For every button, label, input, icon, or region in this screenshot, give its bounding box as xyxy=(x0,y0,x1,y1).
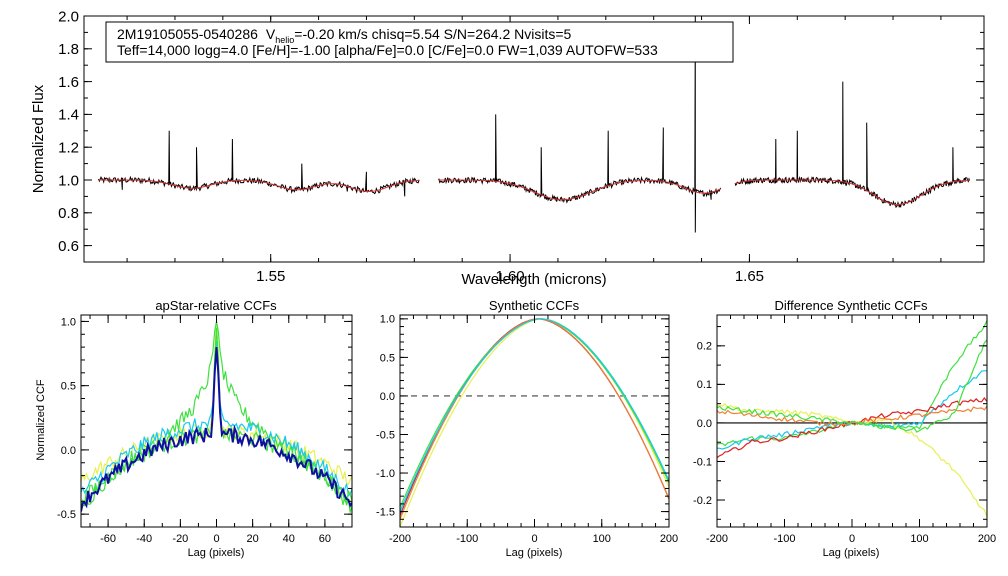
synthetic-ccf-title: Synthetic CCFs xyxy=(489,298,580,313)
synthetic-ccf-xtick-label: 200 xyxy=(660,533,678,545)
spectrum-ylabel: Normalized Flux xyxy=(30,84,47,193)
synthetic-ccf-ytick-label: 1.0 xyxy=(380,314,395,326)
apstar-ccf-xtick-label: 20 xyxy=(247,533,259,545)
difference-ccf-marks xyxy=(717,320,987,518)
synthetic-ccf-line-visit-1 xyxy=(400,318,669,516)
spectrum-ytick-label: 0.6 xyxy=(58,238,79,255)
synthetic-ccf-ticks: -200 -100 0 100 200 -1.5 -1.0 -0.5 0.0 0.5 1.0 xyxy=(376,314,678,545)
difference-ccf-ticks: -200 -100 0 100 200 -0.2 -0.1 0.0 0.1 0.2 xyxy=(693,315,996,545)
velocity-symbol: V xyxy=(266,26,276,42)
apstar-ccf-ytick-label: 0.0 xyxy=(61,445,76,457)
spectrum-xtick-label: 1.60 xyxy=(495,268,524,285)
apstar-ccf-ytick-label: 0.5 xyxy=(61,381,76,393)
difference-ccf-line-diff-1 xyxy=(717,320,987,447)
observed-spectrum-chip-1 xyxy=(97,130,420,197)
difference-ccf-xtick-label: 0 xyxy=(849,533,855,545)
spectrum-xtick-label: 1.55 xyxy=(256,268,285,285)
synthetic-ccf-line-visit-4 xyxy=(400,318,669,520)
apstar-ccf-ytick-label: -0.5 xyxy=(57,509,76,521)
spectrum-ytick-label: 0.8 xyxy=(58,205,79,222)
synthetic-ccf-xlabel: Lag (pixels) xyxy=(506,547,563,559)
spectrum-ytick-label: 1.8 xyxy=(58,41,79,58)
difference-ccf-xlabel: Lag (pixels) xyxy=(823,547,880,559)
apstar-ccf-xtick-label: -20 xyxy=(172,533,188,545)
synthetic-ccf-xtick-label: 0 xyxy=(531,533,537,545)
model-spectrum-chip-3 xyxy=(734,179,970,206)
difference-ccf-title: Difference Synthetic CCFs xyxy=(775,298,928,313)
difference-ccf-ytick-label: -0.1 xyxy=(693,456,712,468)
spectrum-ytick-label: 2.0 xyxy=(58,8,79,25)
synthetic-ccf-ytick-label: 0.5 xyxy=(380,352,395,364)
synthetic-ccf-xtick-label: -200 xyxy=(389,533,411,545)
spectrum-xtick-label: 1.65 xyxy=(735,268,764,285)
difference-ccf-ytick-label: 0.2 xyxy=(697,341,712,353)
synthetic-ccf-ytick-label: -1.0 xyxy=(376,468,395,480)
observed-spectrum-chip-3 xyxy=(734,81,971,209)
difference-ccf-line-diff-4 xyxy=(717,396,987,459)
difference-ccf-ytick-label: -0.2 xyxy=(693,495,712,507)
apstar-ccf-xlabel: Lag (pixels) xyxy=(188,547,245,559)
synthetic-ccf-panel: -200 -100 0 100 200 -1.5 -1.0 -0.5 0.0 0.5 1.0 Syn… xyxy=(376,298,678,559)
difference-ccf-xtick-label: 200 xyxy=(978,533,996,545)
observed-spectrum-chip-2 xyxy=(438,16,722,233)
spectrum-marks xyxy=(97,16,971,233)
apstar-ccf-ytick-label: 1.0 xyxy=(61,316,76,328)
difference-ccf-xtick-label: -100 xyxy=(773,533,795,545)
info-box: 2M19105055-0540286 Vhelio=-0.20 km/s chis… xyxy=(105,21,734,63)
synthetic-ccf-axes-frame xyxy=(399,314,670,528)
model-spectrum-chip-2 xyxy=(438,179,721,201)
spectrum-ticks: 1.55 1.60 1.65 0.6 0.8 1.0 1.2 1.4 1.6 1.8 2.0 xyxy=(58,8,984,285)
spectrum-panel: 1.55 1.60 1.65 0.6 0.8 1.0 1.2 1.4 1.6 1.8 2.0 Wav… xyxy=(30,8,985,288)
spectrum-ytick-label: 1.4 xyxy=(58,107,79,124)
difference-ccf-ytick-label: 0.0 xyxy=(697,418,712,430)
apstar-ccf-ylabel: Normalized CCF xyxy=(35,379,47,461)
synthetic-ccf-ytick-label: -1.5 xyxy=(376,506,395,518)
apstar-ccf-ticks: -60 -40 -20 0 20 40 60 -0.5 0.0 0.5 1.0 xyxy=(57,315,352,545)
difference-ccf-ytick-label: 0.1 xyxy=(697,379,712,391)
difference-ccf-panel: -200 -100 0 100 200 -0.2 -0.1 0.0 0.1 0.2 Differe… xyxy=(693,298,996,559)
apstar-ccf-panel: -60 -40 -20 0 20 40 60 -0.5 0.0 0.5 1.0 apStar-rel… xyxy=(35,298,353,559)
apstar-ccf-line-visit-5 xyxy=(81,347,352,512)
info-box-frame xyxy=(105,21,734,63)
apstar-ccf-xtick-label: 60 xyxy=(319,533,331,545)
synthetic-ccf-xtick-label: -100 xyxy=(456,533,478,545)
spectrum-ytick-label: 1.6 xyxy=(58,74,79,91)
info-line-1: 2M19105055-0540286 Vhelio=-0.20 km/s chis… xyxy=(117,26,572,45)
apstar-ccf-xtick-label: -60 xyxy=(100,533,116,545)
synthetic-ccf-line-visit-5 xyxy=(400,318,669,512)
synthetic-ccf-marks xyxy=(400,318,669,527)
info-line-2: Teff=14,000 logg=4.0 [Fe/H]=-1.00 [alpha… xyxy=(117,42,658,58)
spectrum-xlabel: Wavelength (microns) xyxy=(461,271,606,288)
velocity-subscript: helio xyxy=(275,35,294,45)
spectrum-ytick-label: 1.2 xyxy=(58,139,79,156)
apstar-ccf-marks xyxy=(81,321,352,513)
difference-ccf-xtick-label: -200 xyxy=(706,533,728,545)
synthetic-ccf-ytick-label: -0.5 xyxy=(376,429,395,441)
info-line-1-values: =-0.20 km/s chisq=5.54 S/N=264.2 Nvisits… xyxy=(294,26,571,42)
apstar-ccf-title: apStar-relative CCFs xyxy=(155,298,277,313)
star-id: 2M19105055-0540286 xyxy=(117,26,258,42)
synthetic-ccf-ytick-label: 0.0 xyxy=(380,391,395,403)
model-spectrum-chip-1 xyxy=(98,179,420,192)
difference-ccf-line-diff-2 xyxy=(717,370,987,450)
spectrum-axes-frame xyxy=(83,15,985,263)
apstar-ccf-xtick-label: 0 xyxy=(213,533,219,545)
difference-ccf-line-diff-6 xyxy=(717,339,987,433)
synthetic-ccf-xtick-label: 100 xyxy=(593,533,611,545)
spectrum-ytick-label: 1.0 xyxy=(58,172,79,189)
apstar-ccf-xtick-label: 40 xyxy=(283,533,295,545)
apstar-ccf-xtick-label: -40 xyxy=(136,533,152,545)
difference-ccf-xtick-label: 100 xyxy=(910,533,928,545)
